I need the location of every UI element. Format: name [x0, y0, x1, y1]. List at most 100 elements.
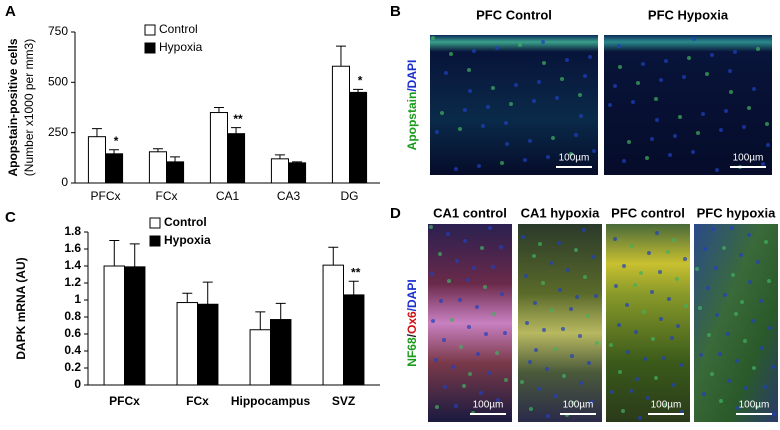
bar: [349, 91, 368, 184]
cell-nucleus: [549, 261, 553, 265]
y-tick-label: 0.8: [64, 309, 81, 323]
cell-nucleus: [767, 279, 771, 283]
cell-nucleus: [435, 130, 439, 134]
x-tick-label: FCx: [156, 189, 178, 203]
cell-nucleus: [618, 370, 622, 374]
cell-nucleus: [719, 128, 723, 132]
legend-label: Control: [159, 22, 198, 36]
cell-nucleus: [664, 59, 668, 63]
cell-nucleus: [618, 65, 622, 69]
x-tick-label: DG: [341, 189, 359, 203]
cell-nucleus: [626, 350, 630, 354]
cell-nucleus: [583, 74, 587, 78]
cell-nucleus: [740, 300, 744, 304]
cell-nucleus: [454, 404, 458, 408]
x-tick-label: PFCx: [109, 394, 140, 408]
cell-nucleus: [627, 140, 631, 144]
cell-nucleus: [747, 233, 751, 237]
cell-nucleus: [472, 266, 476, 270]
micrograph: [430, 35, 598, 175]
cell-nucleus: [439, 299, 443, 303]
cell-nucleus: [631, 100, 635, 104]
stain-part: /: [405, 333, 419, 337]
cell-nucleus: [463, 108, 467, 112]
cell-nucleus: [444, 71, 448, 75]
micrograph: [694, 224, 778, 422]
cell-nucleus: [699, 353, 703, 357]
error-bar: [109, 149, 120, 154]
cell-nucleus: [483, 285, 487, 289]
cell-nucleus: [617, 323, 621, 327]
cell-nucleus: [639, 271, 643, 275]
cell-nucleus: [666, 250, 670, 254]
cell-nucleus: [495, 46, 499, 50]
cell-nucleus: [670, 336, 674, 340]
cell-nucleus: [668, 153, 672, 157]
image-title: PFC control: [611, 205, 685, 220]
cell-nucleus: [730, 226, 734, 230]
significance-label: *: [114, 134, 119, 148]
cell-nucleus: [481, 124, 485, 128]
cell-nucleus: [752, 87, 756, 91]
cell-nucleus: [592, 149, 596, 153]
cell-nucleus: [520, 380, 524, 384]
cell-nucleus: [488, 226, 492, 230]
cell-nucleus: [454, 167, 458, 171]
cell-nucleus: [630, 244, 634, 248]
y-axis-label: (Number x1000 per mm3): [22, 39, 36, 176]
y-tick-label: 250: [48, 125, 68, 139]
cell-nucleus: [528, 139, 532, 143]
micrograph: [428, 224, 512, 422]
cell-nucleus: [696, 131, 700, 135]
cell-nucleus: [621, 409, 625, 413]
cell-nucleus: [450, 318, 454, 322]
cell-nucleus: [537, 387, 541, 391]
error-bar: [348, 280, 359, 295]
cell-nucleus: [524, 274, 528, 278]
cell-nucleus: [451, 365, 455, 369]
cell-nucleus: [591, 255, 595, 259]
cell-nucleus: [748, 280, 752, 284]
cell-nucleus: [766, 143, 770, 147]
stain-part: /DAPI: [405, 279, 419, 311]
cell-nucleus: [645, 156, 649, 160]
cell-nucleus: [610, 390, 614, 394]
y-tick-label: 750: [48, 24, 68, 38]
significance-label: *: [358, 74, 363, 88]
cell-nucleus: [679, 363, 683, 367]
cell-nucleus: [442, 338, 446, 342]
cell-nucleus: [554, 394, 558, 398]
cell-nucleus: [635, 377, 639, 381]
cell-nucleus: [532, 254, 536, 258]
cell-nucleus: [431, 319, 435, 323]
cell-nucleus: [658, 270, 662, 274]
cell-nucleus: [771, 365, 775, 369]
cell-nucleus: [743, 339, 747, 343]
cell-nucleus: [582, 228, 586, 232]
cell-nucleus: [707, 333, 711, 337]
error-bar: [152, 148, 163, 152]
cell-nucleus: [714, 266, 718, 270]
cell-nucleus: [558, 288, 562, 292]
y-axis-label: DAPK mRNA (AU): [14, 257, 28, 359]
cell-nucleus: [446, 232, 450, 236]
stain-part: NF68: [405, 337, 419, 367]
bar: [288, 162, 307, 184]
bar: [176, 302, 198, 386]
cell-nucleus: [613, 237, 617, 241]
stain-part: Ox6: [405, 311, 419, 334]
legend-label: Hypoxia: [159, 40, 203, 54]
cell-nucleus: [458, 298, 462, 302]
cell-nucleus: [528, 360, 532, 364]
cell-nucleus: [763, 385, 767, 389]
cell-nucleus: [710, 372, 714, 376]
cell-nucleus: [711, 227, 715, 231]
cell-nucleus: [476, 352, 480, 356]
bar: [322, 264, 344, 386]
cell-nucleus: [495, 351, 499, 355]
panel-letter: B: [390, 3, 401, 20]
scale-bar-label: 100µm: [733, 153, 764, 164]
cell-nucleus: [715, 313, 719, 317]
cell-nucleus: [751, 319, 755, 323]
cell-nucleus: [765, 122, 769, 126]
